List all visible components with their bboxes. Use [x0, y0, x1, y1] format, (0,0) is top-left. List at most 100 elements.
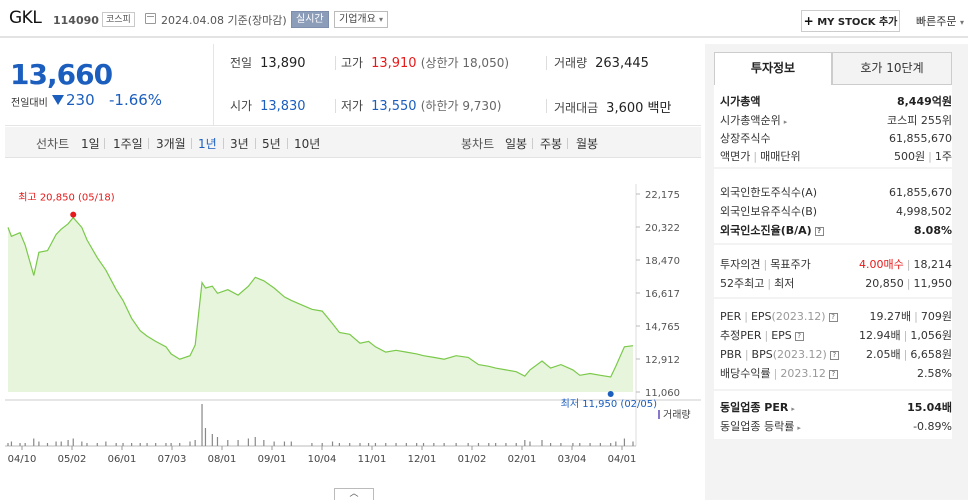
foreign-hold-value: 4,998,502 — [896, 205, 952, 218]
separator: | — [767, 277, 772, 290]
pbr-value: 2.05배 — [866, 348, 901, 361]
line-chart-label: 선차트 — [36, 137, 70, 151]
price-chart: 22,175 20,322 18,470 16,617 14,765 12,912 11,0… — [5, 160, 701, 500]
period-3y[interactable]: 3년 — [230, 137, 249, 151]
plus-icon: + — [803, 14, 814, 28]
volume-bar — [515, 443, 517, 446]
x-tick-label: 09/01 — [258, 454, 287, 465]
price-change-pct: -1.66% — [109, 91, 163, 109]
help-icon[interactable]: ? — [814, 226, 824, 236]
arrow-right-icon: ▸ — [797, 424, 801, 432]
realtime-button[interactable]: 실시간 — [291, 11, 329, 28]
volume-bar — [263, 440, 265, 446]
low-marker — [607, 391, 614, 398]
arrow-right-icon: ▸ — [791, 405, 795, 413]
volume-bar — [477, 443, 480, 446]
period-10y[interactable]: 10년 — [294, 137, 321, 151]
help-icon[interactable]: ? — [794, 331, 804, 341]
volume-bar — [374, 443, 377, 446]
industry-group: 동일업종 PER ▸ 15.04배 동일업종 등락률 ▸ -0.89% — [714, 391, 952, 439]
volume-bar — [529, 441, 531, 446]
quick-order-button[interactable]: 빠른주문 ▾ — [916, 13, 964, 29]
volume-bar — [385, 443, 387, 446]
est-eps-label: EPS — [771, 329, 792, 342]
volume-bar — [72, 438, 74, 446]
volume-label: 거래량 — [554, 56, 588, 70]
tab-investment-info[interactable]: 투자정보 — [714, 52, 832, 85]
company-overview-button[interactable]: 기업개요 ▾ — [334, 11, 389, 28]
lower-limit: (하한가 9,730) — [420, 99, 502, 113]
volume-bar — [96, 443, 98, 446]
high-label: 고가 — [341, 56, 364, 70]
pbr-row: PBR | BPS(2023.12)? 2.05배 | 6,658원 — [720, 347, 952, 363]
rank-row: 시가총액순위 ▸ 코스피 255위 — [720, 113, 952, 129]
market-cap-value: 8,449억원 — [896, 95, 952, 108]
par-unit-value: 500원 | 1주 — [894, 149, 952, 165]
collapse-chart-button[interactable]: ︿ — [334, 488, 374, 500]
period-1w[interactable]: 1주일 — [113, 137, 143, 151]
investment-info-panel: 투자정보 호가 10단계 시가총액 8,449억원 시가총액순위 ▸ 코스피 255위… — [705, 44, 968, 500]
volume-bar — [610, 443, 612, 446]
volume-bar — [165, 443, 167, 446]
ind-rate-label-wrap: 동일업종 등락률 ▸ — [720, 419, 801, 436]
period-weekly[interactable]: 주봉 — [540, 137, 563, 151]
rank-value: 코스피 255위 — [887, 114, 952, 127]
upper-limit: (상한가 18,050) — [420, 56, 510, 70]
per-row: PER | EPS(2023.12)? 19.27배 | 709원 — [720, 309, 952, 325]
market-badge: 코스피 — [102, 12, 135, 27]
open-price: 시가 13,830 — [230, 97, 306, 114]
period-1d[interactable]: 1일 — [81, 137, 100, 151]
divider — [191, 138, 192, 149]
volume-bar — [572, 443, 574, 446]
price-change-value: 230 — [66, 91, 95, 109]
y-tick-label: 16,617 — [645, 289, 680, 300]
help-icon[interactable]: ? — [828, 312, 838, 322]
period-monthly[interactable]: 월봉 — [576, 137, 599, 151]
w52-high-value: 20,850 — [865, 277, 904, 290]
volume-bar — [589, 443, 591, 446]
calendar-icon — [145, 13, 156, 24]
x-tick-label: 04/10 — [8, 454, 37, 465]
x-tick-label: 01/02 — [458, 454, 487, 465]
par-label: 액면가 — [720, 150, 751, 163]
foreign-rate-label-wrap: 외국인소진율(B/A)? — [720, 223, 824, 239]
help-icon[interactable]: ? — [829, 350, 839, 360]
volume-bar — [615, 441, 617, 446]
help-icon[interactable]: ? — [828, 369, 838, 379]
market-cap-row: 시가총액 8,449억원 — [720, 94, 952, 110]
volume-bar — [131, 443, 133, 446]
volume-bar — [422, 443, 425, 446]
per-values: 19.27배 | 709원 — [870, 309, 952, 325]
w52-values: 20,850 | 11,950 — [865, 276, 952, 292]
x-tick-label: 02/01 — [508, 454, 537, 465]
current-price: 13,660 — [10, 58, 113, 91]
x-tick-label: 04/01 — [608, 454, 637, 465]
volume-bar — [38, 441, 40, 446]
trade-amount: 거래대금 3,600 백만 — [554, 97, 671, 116]
opinion-group: 투자의견 | 목표주가 4.00매수 | 18,214 52주최고 | 최저 20,850 | 11… — [714, 245, 952, 297]
opinion-label: 투자의견 — [720, 258, 761, 271]
amount-label: 거래대금 — [554, 101, 599, 115]
volume-bar — [311, 443, 313, 446]
volume-value: 263,445 — [595, 56, 649, 71]
volume-bar — [146, 443, 148, 446]
period-5y[interactable]: 5년 — [262, 137, 281, 151]
per-value: 19.27배 — [869, 310, 912, 323]
volume-bar — [247, 438, 249, 446]
period-3m[interactable]: 3개월 — [156, 137, 186, 151]
volume-bar — [359, 443, 361, 446]
high-value: 13,910 — [371, 56, 417, 71]
x-tick-label: 07/03 — [158, 454, 187, 465]
period-daily[interactable]: 일봉 — [505, 137, 528, 151]
stock-header: GKL 114090 코스피 2024.04.08 기준(장마감) 실시간 기업… — [0, 0, 968, 38]
my-stock-add-button[interactable]: + MY STOCK 추가 — [801, 10, 900, 32]
volume-bar — [189, 441, 191, 446]
divider — [255, 138, 256, 149]
y-tick-label: 14,765 — [645, 322, 680, 333]
candle-chart-label: 봉차트 — [461, 137, 495, 151]
period-1y[interactable]: 1년 — [198, 137, 217, 151]
tab-order-book[interactable]: 호가 10단계 — [832, 52, 952, 85]
my-stock-label: MY STOCK 추가 — [817, 17, 898, 28]
w52-low-value: 11,950 — [913, 277, 953, 290]
volume-bar — [349, 443, 351, 446]
